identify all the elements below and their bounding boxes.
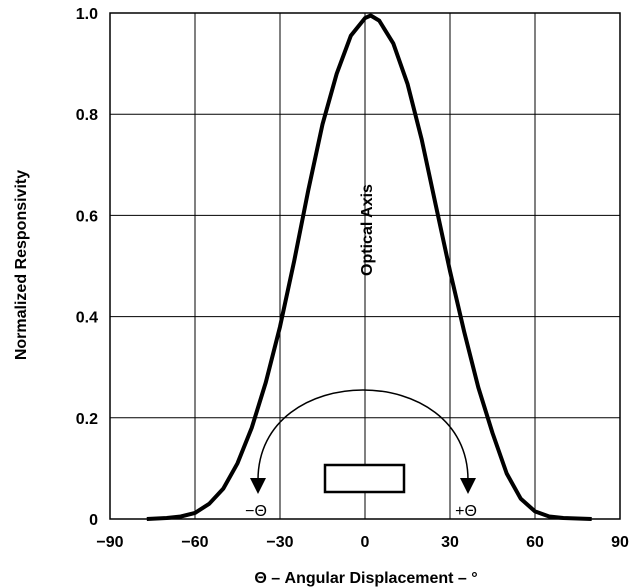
x-tick-label: 60	[526, 534, 544, 551]
x-tick-label: −90	[96, 534, 123, 551]
minus-theta-arrowhead	[250, 478, 266, 494]
y-axis-title: Normalized Responsivity	[13, 170, 30, 360]
x-tick-labels: −90 −60 −30 0 30 60 90	[96, 534, 629, 551]
x-tick-label: −60	[181, 534, 208, 551]
plus-theta-arrowhead	[460, 478, 476, 494]
x-axis-title: Θ – Angular Displacement – °	[254, 570, 477, 587]
y-tick-label: 0	[89, 512, 98, 529]
y-tick-labels: 0 0.2 0.4 0.6 0.8 1.0	[76, 6, 98, 529]
y-tick-label: 0.6	[76, 208, 98, 225]
angle-arc	[257, 389, 469, 481]
optical-axis-label: Optical Axis	[359, 184, 376, 276]
y-tick-label: 0.4	[76, 310, 98, 327]
x-tick-label: 0	[361, 534, 370, 551]
responsivity-curve	[146, 13, 592, 521]
x-tick-label: 30	[441, 534, 459, 551]
x-tick-label: 90	[611, 534, 629, 551]
y-tick-label: 0.8	[76, 107, 98, 124]
plus-theta-label: +Θ	[455, 503, 477, 520]
minus-theta-label: −Θ	[245, 503, 267, 520]
angle-diagram	[250, 389, 476, 494]
y-tick-label: 1.0	[76, 6, 98, 23]
y-tick-label: 0.2	[76, 411, 98, 428]
grid	[110, 13, 620, 519]
sensor-box	[323, 463, 406, 494]
x-tick-label: −30	[266, 534, 293, 551]
